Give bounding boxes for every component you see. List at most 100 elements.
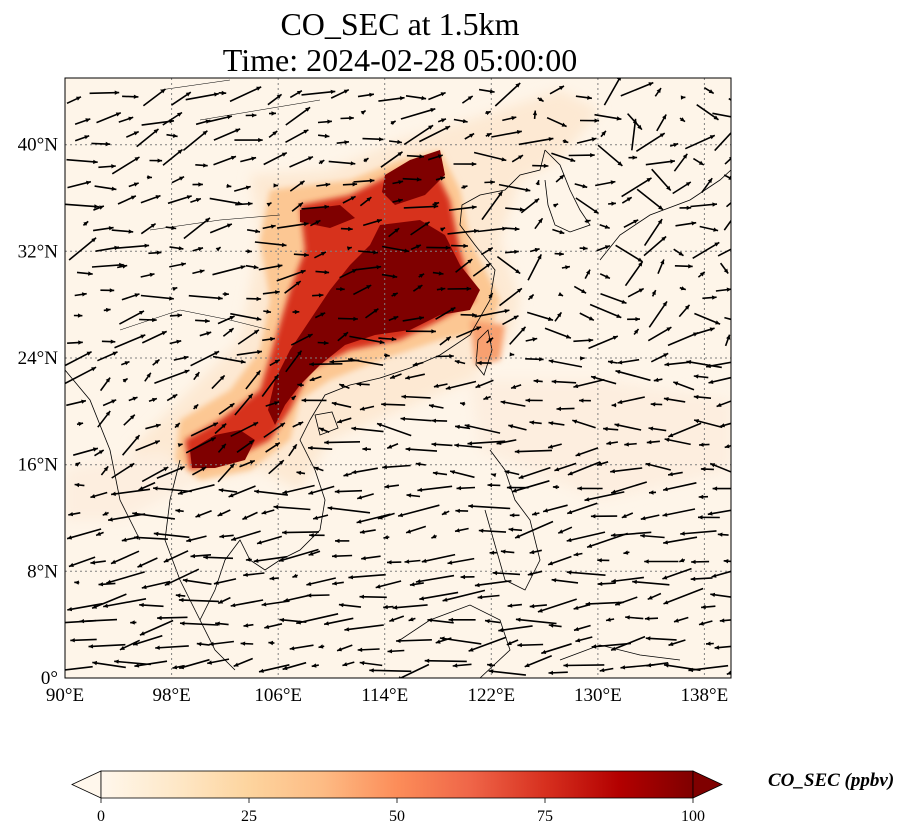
wind-arrow-head [163, 467, 169, 472]
wind-arrow-shaft [615, 370, 651, 382]
wind-arrow-shaft [398, 663, 430, 678]
wind-arrow-head [500, 400, 506, 405]
wind-arrow-head [690, 576, 696, 582]
wind-arrow-head [558, 292, 563, 296]
wind-arrow-head [278, 557, 284, 562]
wind-arrow-shaft [134, 660, 168, 667]
wind-arrow-head [424, 658, 430, 663]
wind-arrow-head [646, 177, 652, 183]
wind-arrow-head [567, 471, 573, 476]
wind-arrow-head [625, 615, 630, 620]
wind-arrow-head [233, 662, 239, 667]
wind-arrow-shaft [141, 580, 171, 589]
wind-arrow-head [160, 89, 166, 94]
wind-arrow-shaft [468, 505, 511, 510]
wind-arrow-head [379, 137, 384, 142]
wind-arrow-head [297, 350, 302, 356]
wind-arrow-head [177, 490, 183, 495]
wind-arrow-head [551, 379, 557, 384]
wind-arrow-shaft [724, 157, 731, 165]
wind-arrow-head [320, 312, 326, 317]
wind-arrow-head [111, 399, 117, 404]
wind-arrow-head [390, 121, 396, 126]
wind-arrow-head [383, 604, 388, 610]
wind-arrow-head [352, 182, 358, 187]
wind-arrow-head [616, 78, 621, 81]
wind-arrow-head [509, 513, 515, 518]
wind-arrow-head [673, 381, 679, 386]
wind-arrow-head [527, 571, 533, 576]
wind-arrow-head [77, 313, 83, 318]
wind-arrow-head [509, 352, 515, 357]
wind-arrow-head [256, 296, 262, 302]
wind-arrow-head [487, 247, 493, 252]
wind-arrow-head [376, 265, 382, 270]
wind-arrow-head [172, 394, 178, 399]
wind-arrow-head [518, 155, 523, 160]
wind-arrow-head [429, 403, 434, 409]
wind-arrow-head [209, 641, 214, 647]
wind-arrow-head [122, 378, 128, 383]
wind-arrow-shaft [324, 441, 361, 444]
wind-arrow-head [624, 442, 629, 447]
wind-arrow-head [132, 511, 137, 516]
wind-arrow-head [723, 559, 729, 564]
wind-arrow-shaft [635, 132, 666, 152]
wind-arrow-head [94, 204, 99, 209]
wind-arrow-head [369, 668, 374, 673]
wind-arrow-head [698, 494, 704, 500]
wind-arrow-shaft [421, 553, 456, 563]
wind-arrow-head [548, 316, 553, 321]
wind-arrow-head [324, 270, 330, 275]
wind-arrow-head [726, 287, 731, 292]
colorbar-gradient [100, 770, 694, 799]
wind-arrow-head [81, 292, 87, 297]
wind-arrow-head [682, 153, 688, 159]
wind-arrow-shaft [397, 504, 440, 517]
wind-arrow-head [512, 488, 517, 493]
wind-arrow-head [359, 594, 364, 599]
wind-arrow-head [182, 578, 188, 583]
wind-arrow-head [732, 126, 737, 131]
wind-arrow-head [708, 89, 714, 94]
wind-arrow-shaft [309, 363, 343, 366]
wind-arrow-head [266, 202, 272, 207]
wind-arrow-shaft [178, 599, 219, 603]
wind-arrow-shaft [155, 645, 189, 649]
wind-arrow-head [650, 402, 656, 407]
wind-arrow-shaft [154, 369, 190, 384]
wind-arrow-head [528, 294, 534, 300]
wind-arrow-shaft [447, 229, 479, 235]
wind-arrow-head [430, 108, 436, 113]
wind-arrow-head [338, 603, 344, 608]
map-subtitle-time: Time: 2024-02-28 05:00:00 [222, 42, 578, 78]
wind-arrow-head [511, 384, 517, 389]
wind-arrow-head [638, 288, 644, 293]
wind-arrow-head [620, 665, 626, 670]
wind-arrow-head [103, 603, 108, 608]
wind-arrow-head [616, 116, 622, 121]
wind-arrow-head [728, 175, 731, 180]
wind-arrow-shaft [273, 505, 311, 511]
wind-arrow-head [243, 623, 249, 628]
wind-arrow-head [532, 337, 538, 342]
lat-tick-label: 16°N [18, 455, 59, 476]
wind-arrow-head [373, 308, 379, 313]
wind-arrow-shaft [356, 513, 391, 524]
wind-arrow-head [334, 489, 340, 494]
wind-arrow-head [707, 178, 713, 184]
wind-arrow-shaft [261, 600, 290, 606]
wind-arrow-head [383, 535, 389, 540]
wind-arrow-head [647, 595, 653, 600]
wind-arrow-head [391, 336, 397, 342]
wind-arrow-head [591, 644, 597, 649]
wind-arrow-shaft [132, 512, 176, 520]
wind-arrow-head [699, 621, 704, 626]
wind-arrow-shaft [153, 532, 190, 539]
wind-arrow-head [666, 327, 672, 332]
wind-arrow-head [138, 486, 144, 491]
wind-arrow-head [344, 627, 350, 632]
wind-vectors [65, 78, 737, 678]
wind-arrow-head [440, 176, 445, 181]
wind-arrow-head [515, 269, 521, 274]
